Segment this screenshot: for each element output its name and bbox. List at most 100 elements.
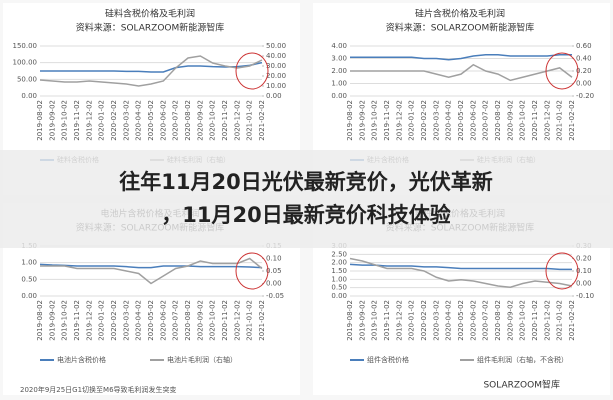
x-tick-label: 2019-09-02 xyxy=(48,300,56,341)
x-tick-label: 2020-12-02 xyxy=(233,300,241,341)
x-tick-label: 2020-02-02 xyxy=(420,100,428,141)
x-tick-label: 2020-12-02 xyxy=(543,100,551,141)
y2-tick-label: 0.00 xyxy=(576,80,592,88)
x-tick-label: 2020-01-02 xyxy=(98,100,106,141)
y-tick-label: 0.00 xyxy=(21,292,37,300)
x-tick-label: 2020-02-02 xyxy=(110,300,118,341)
x-tick-label: 2019-09-02 xyxy=(48,100,56,141)
x-tick-label: 2020-08-02 xyxy=(184,300,192,341)
x-tick-label: 2020-01-02 xyxy=(98,300,106,341)
x-tick-label: 2020-08-02 xyxy=(184,100,192,141)
x-tick-label: 2020-04-02 xyxy=(135,100,143,141)
x-tick-label: 2021-02-02 xyxy=(568,100,576,141)
x-tick-label: 2020-10-02 xyxy=(519,300,527,341)
x-tick-label: 2020-07-02 xyxy=(172,300,180,341)
x-tick-label: 2019-08-02 xyxy=(36,300,44,341)
y-tick-label: 2.00 xyxy=(331,259,347,267)
x-tick-label: 2019-10-02 xyxy=(61,300,69,341)
x-tick-label: 2020-07-02 xyxy=(172,100,180,141)
x-tick-label: 2019-11-02 xyxy=(383,300,391,341)
x-tick-label: 2020-08-02 xyxy=(494,100,502,141)
y-tick-label: 0.00 xyxy=(331,292,347,300)
highlight xyxy=(545,52,579,90)
y-tick-label: 1.00 xyxy=(331,275,347,283)
chart-title: 硅料含税价格及毛利润 xyxy=(105,8,195,20)
y2-tick-label: 50.00 xyxy=(266,42,286,50)
x-tick-label: 2020-02-02 xyxy=(420,300,428,341)
x-tick-label: 2020-09-02 xyxy=(506,100,514,141)
x-tick-label: 2020-03-02 xyxy=(122,100,130,141)
x-tick-label: 2020-03-02 xyxy=(432,300,440,341)
x-tick-label: 2020-04-02 xyxy=(135,300,143,341)
x-tick-label: 2019-08-02 xyxy=(36,100,44,141)
y2-tick-label: 20.00 xyxy=(266,72,286,80)
y-tick-label: 3.00 xyxy=(331,55,347,63)
y2-tick-label: -0.10 xyxy=(576,292,594,300)
y2-tick-label: 0.20 xyxy=(576,67,592,75)
chart-source: 资料来源：SOLARZOOM新能源智库 xyxy=(76,22,225,34)
x-tick-label: 2020-11-02 xyxy=(221,100,229,141)
x-tick-label: 2019-08-02 xyxy=(346,100,354,141)
y2-tick-label: 0.05 xyxy=(266,267,282,275)
x-tick-label: 2020-05-02 xyxy=(147,100,155,141)
y2-tick-label: 10.00 xyxy=(266,82,286,90)
x-tick-label: 2020-12-02 xyxy=(543,300,551,341)
x-tick-label: 2020-11-02 xyxy=(221,300,229,341)
series-line xyxy=(350,63,573,82)
series-line xyxy=(350,54,572,61)
x-tick-label: 2020-10-02 xyxy=(519,100,527,141)
legend-label: 电池片毛利润（右轴） xyxy=(167,355,237,364)
highlight xyxy=(545,252,579,290)
y-tick-label: 0.50 xyxy=(331,284,347,292)
series-line xyxy=(40,61,263,73)
x-tick-label: 2019-10-02 xyxy=(371,100,379,141)
x-tick-label: 2020-05-02 xyxy=(457,100,465,141)
x-tick-label: 2020-07-02 xyxy=(482,100,490,141)
x-tick-label: 2020-12-02 xyxy=(233,100,241,141)
x-tick-label: 2020-10-02 xyxy=(209,100,217,141)
legend-label: 组件毛利润（右轴，不含税） xyxy=(477,355,568,364)
y-tick-label: 1.00 xyxy=(331,80,347,88)
x-tick-label: 2020-10-02 xyxy=(209,300,217,341)
x-tick-label: 2019-09-02 xyxy=(358,100,366,141)
y-tick-label: 0.00 xyxy=(21,92,37,100)
y2-tick-label: 0.00 xyxy=(266,92,282,100)
x-tick-label: 2020-07-02 xyxy=(482,300,490,341)
x-tick-label: 2019-11-02 xyxy=(383,100,391,141)
x-tick-label: 2021-01-02 xyxy=(556,100,564,141)
x-tick-label: 2019-11-02 xyxy=(73,100,81,141)
y-tick-label: 1.00 xyxy=(21,259,37,267)
x-tick-label: 2020-04-02 xyxy=(445,100,453,141)
x-tick-label: 2020-08-02 xyxy=(494,300,502,341)
y-tick-label: 0.50 xyxy=(21,275,37,283)
x-tick-label: 2019-10-02 xyxy=(371,300,379,341)
y2-tick-label: 0.40 xyxy=(576,55,592,63)
y-tick-label: 2.00 xyxy=(331,67,347,75)
x-tick-label: 2019-12-02 xyxy=(85,100,93,141)
x-tick-label: 2020-11-02 xyxy=(531,100,539,141)
series-line xyxy=(39,55,263,87)
y-tick-label: 1.50 xyxy=(331,267,347,275)
chart-source: 资料来源：SOLARZOOM新能源智库 xyxy=(386,22,535,34)
x-tick-label: 2019-08-02 xyxy=(346,300,354,341)
x-tick-label: 2019-12-02 xyxy=(395,300,403,341)
x-tick-label: 2021-01-02 xyxy=(556,300,564,341)
headline: 往年11月20日光伏最新竞价，光伏革新 xyxy=(119,170,492,194)
x-tick-label: 2020-04-02 xyxy=(445,300,453,341)
x-tick-label: 2020-09-02 xyxy=(196,100,204,141)
watermark: SOLARZOOM智库 xyxy=(483,379,560,391)
x-tick-label: 2020-06-02 xyxy=(159,300,167,341)
headline: ，11月20日最新竞价科技体验 xyxy=(161,203,450,227)
x-tick-label: 2021-02-02 xyxy=(258,100,266,141)
x-tick-label: 2020-06-02 xyxy=(159,100,167,141)
x-tick-label: 2020-05-02 xyxy=(457,300,465,341)
series-line xyxy=(349,257,573,289)
chart-title: 硅片含税价格及毛利润 xyxy=(415,8,505,20)
y2-tick-label: 30.00 xyxy=(266,62,286,70)
y2-tick-label: 40.00 xyxy=(266,52,286,60)
highlight xyxy=(235,52,269,90)
y2-tick-label: 0.10 xyxy=(576,267,592,275)
headline-band xyxy=(0,150,613,248)
y-tick-label: 100.00 xyxy=(13,59,38,67)
